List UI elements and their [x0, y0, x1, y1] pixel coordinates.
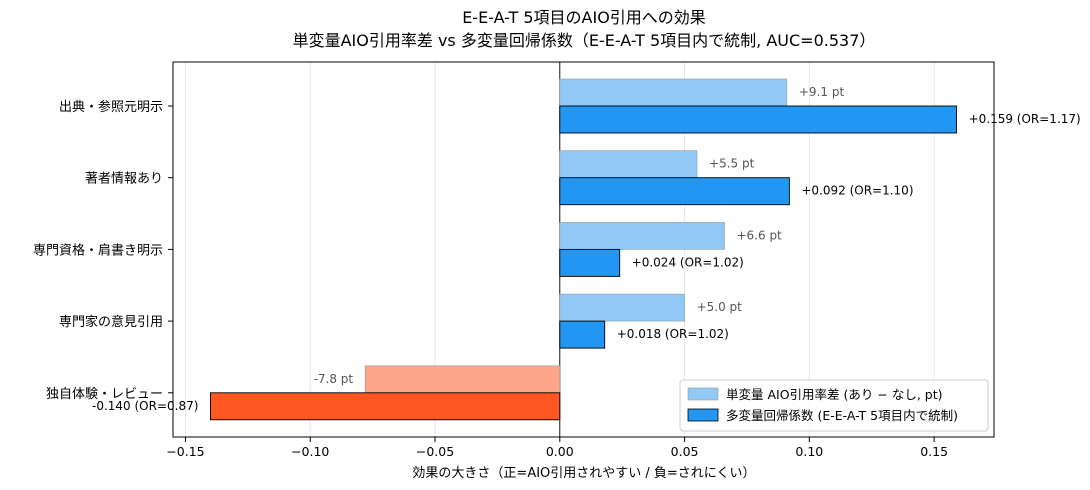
- category-label: 出典・参照元明示: [59, 99, 163, 115]
- data-label-univariate: +5.0 pt: [697, 300, 743, 314]
- data-label-multivariate: +0.092 (OR=1.10): [801, 184, 913, 198]
- bar-univariate: [559, 293, 685, 322]
- x-tick-label: −0.15: [166, 444, 204, 459]
- x-axis: −0.15 −0.10 −0.05 0.00 0.05 0.10 0.15: [166, 437, 948, 459]
- legend-swatch-multivariate: [687, 408, 719, 422]
- data-label-univariate: -7.8 pt: [314, 372, 354, 386]
- category-label: 専門家の意見引用: [59, 314, 163, 330]
- category-label: 専門資格・肩書き明示: [33, 242, 163, 258]
- bar-multivariate: [559, 320, 606, 349]
- data-label-univariate: +6.6 pt: [736, 228, 782, 242]
- x-tick-label: 0.05: [671, 444, 699, 459]
- data-label-multivariate: +0.159 (OR=1.17): [969, 112, 1081, 126]
- data-label-univariate: +9.1 pt: [799, 85, 845, 99]
- chart-subtitle: 単変量AIO引用率差 vs 多変量回帰係数（E-E-A-T 5項目内で統制, A…: [293, 31, 876, 50]
- bar-univariate: [559, 78, 788, 107]
- data-label-multivariate: +0.018 (OR=1.02): [617, 327, 729, 341]
- data-label-multivariate: -0.140 (OR=0.87): [92, 399, 198, 413]
- y-axis: 出典・参照元明示著者情報あり専門資格・肩書き明示専門家の意見引用独自体験・レビュ…: [33, 99, 173, 402]
- bar-multivariate: [209, 392, 561, 421]
- x-tick-label: −0.10: [291, 444, 329, 459]
- x-tick-label: −0.05: [416, 444, 454, 459]
- bar-multivariate: [559, 105, 958, 134]
- bar-univariate: [364, 365, 561, 394]
- chart-title: E-E-A-T 5項目のAIO引用への効果: [462, 8, 706, 27]
- category-label: 独自体験・レビュー: [46, 387, 163, 402]
- legend-swatch-univariate: [687, 387, 719, 401]
- category-label: 著者情報あり: [85, 172, 163, 187]
- x-tick-label: 0.10: [795, 444, 823, 459]
- bar-multivariate: [559, 177, 790, 206]
- legend-box: [679, 379, 989, 432]
- bar-multivariate: [559, 248, 621, 277]
- x-tick-label: 0.00: [546, 444, 574, 459]
- bar-univariate: [559, 222, 725, 250]
- x-axis-label: 効果の大きさ（正=AIO引用されやすい / 負=されにくい）: [412, 466, 755, 481]
- x-tick-label: 0.15: [920, 444, 948, 459]
- data-label-multivariate: +0.024 (OR=1.02): [632, 255, 744, 269]
- legend: 単変量 AIO引用率差 (あり − なし, pt) 多変量回帰係数 (E-E-A…: [679, 379, 989, 432]
- legend-label-univariate: 単変量 AIO引用率差 (あり − なし, pt): [726, 387, 942, 402]
- bar-univariate: [559, 150, 698, 178]
- data-label-univariate: +5.5 pt: [709, 157, 755, 171]
- bars: +9.1 pt +0.159 (OR=1.17) +5.5 pt +0.092 (OR…: [92, 78, 1081, 421]
- legend-label-multivariate: 多変量回帰係数 (E-E-A-T 5項目内で統制): [726, 408, 958, 423]
